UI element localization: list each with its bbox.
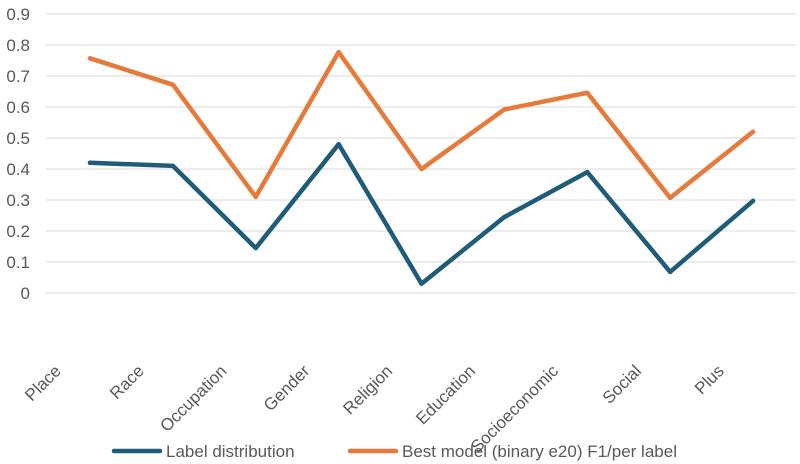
y-tick-label: 0 [21, 284, 30, 303]
data-point [253, 245, 258, 251]
legend-label: Label distribution [166, 442, 295, 461]
data-point [170, 82, 176, 87]
x-tick-label: Religion [339, 361, 396, 418]
x-tick-label: Occupation [156, 361, 230, 435]
data-point [170, 163, 176, 169]
data-point [585, 90, 590, 95]
gridlines [46, 13, 796, 294]
x-tick-label: Social [599, 361, 645, 407]
data-point [87, 160, 93, 165]
legend-label: Best model (binary e20) F1/per label [402, 442, 677, 461]
y-tick-label: 0.8 [6, 36, 30, 55]
data-point [667, 195, 673, 201]
x-tick-label: Race [106, 361, 147, 402]
x-tick-label: Plus [691, 361, 728, 398]
x-tick-label: Place [21, 361, 65, 405]
data-point [667, 269, 673, 275]
data-point [750, 198, 756, 204]
x-tick-label: Education [412, 361, 479, 428]
data-point [502, 107, 507, 112]
legend: Label distribution Best model (binary e20… [111, 442, 677, 461]
data-point [336, 142, 341, 147]
data-point [585, 169, 590, 175]
data-point [419, 166, 424, 172]
series-line-1 [87, 49, 756, 201]
y-tick-label: 0.3 [6, 191, 30, 210]
y-tick-label: 0.6 [6, 98, 30, 117]
data-point [502, 214, 507, 220]
y-axis-tick-labels: 0 0.1 0.2 0.3 0.4 0.5 0.6 0.7 0.8 0.9 [6, 5, 30, 303]
y-tick-label: 0.7 [6, 67, 30, 86]
data-point [419, 281, 424, 286]
data-point [87, 56, 93, 61]
y-tick-label: 0.9 [6, 5, 30, 24]
data-point [253, 194, 258, 200]
y-tick-label: 0.2 [6, 222, 30, 241]
x-tick-label: Gender [260, 361, 314, 415]
data-point [750, 129, 756, 134]
data-point [336, 49, 341, 55]
y-tick-label: 0.5 [6, 129, 30, 148]
y-tick-label: 0.1 [6, 253, 30, 272]
series-lines [87, 49, 756, 286]
y-tick-label: 0.4 [6, 160, 30, 179]
